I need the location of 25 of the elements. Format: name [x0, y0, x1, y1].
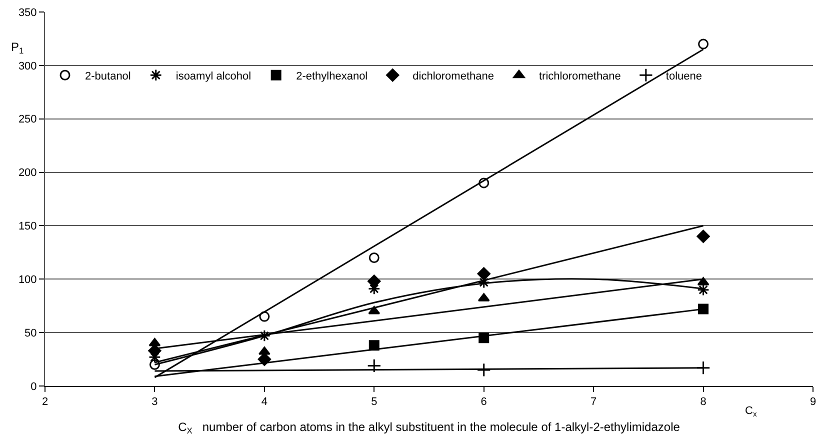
y-tick-label: 350	[18, 6, 37, 19]
text: C$_{x}$	[745, 405, 757, 418]
x-tick-label: 4	[261, 396, 268, 408]
x-axis-title: C$_{X}$ number of carbon atoms in the alkyl substituent in the molecule of 1-alkyl-2-ethylimidazole	[178, 420, 680, 436]
legend-label: 2-ethylhexanol	[296, 70, 368, 82]
y-tick-label: 200	[18, 167, 37, 180]
y-tick-label: 300	[18, 60, 37, 72]
x-tick-label: 8	[700, 396, 706, 408]
legend-label: dichloromethane	[412, 70, 494, 82]
legend-label: trichloromethane	[538, 70, 621, 82]
y-tick-label: 0	[30, 380, 37, 393]
x-tick-label: 3	[152, 396, 158, 408]
legend-label: isoamyl alcohol	[176, 70, 252, 82]
y-axis-title: P$_{1}$	[11, 40, 24, 56]
x-tick-label: 2	[42, 396, 48, 408]
x-tick-label: 5	[371, 396, 378, 408]
x-tick-label: 7	[590, 396, 597, 408]
legend-label: toluene	[666, 70, 702, 82]
x-tick-label: 6	[480, 396, 487, 408]
y-tick-label: 50	[24, 327, 37, 340]
y-tick-label: 250	[18, 114, 37, 126]
y-tick-label: 150	[18, 220, 37, 233]
x-tick-label: 9	[810, 396, 816, 408]
legend-label: 2-butanol	[85, 70, 131, 82]
y-tick-label: 100	[18, 274, 37, 286]
